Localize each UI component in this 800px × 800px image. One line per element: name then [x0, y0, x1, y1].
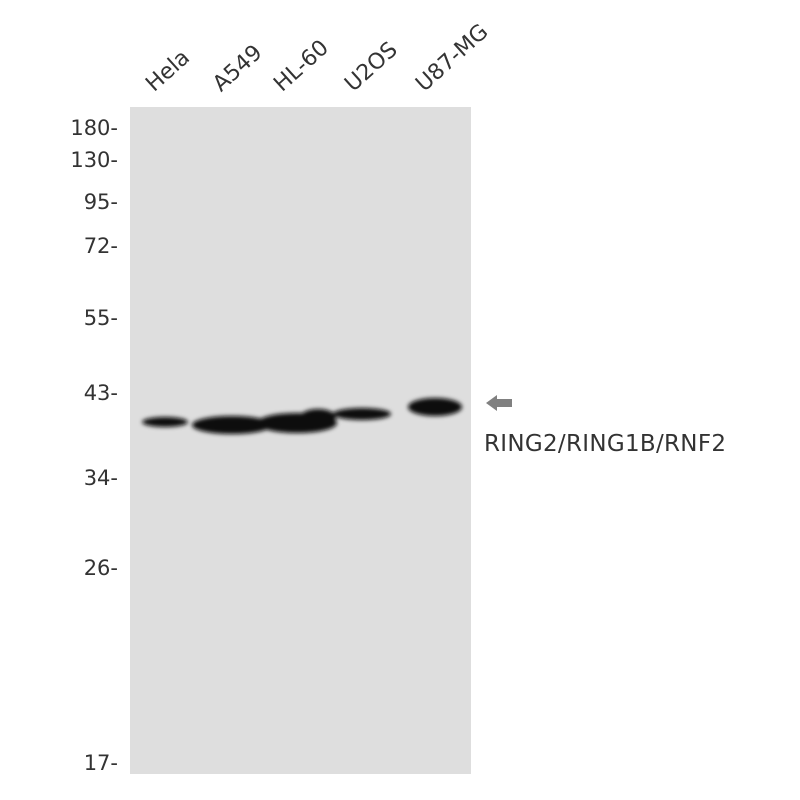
band-u87mg	[408, 398, 462, 416]
arrow-left-icon	[486, 395, 512, 411]
band-a549	[192, 416, 272, 434]
band-u2os	[333, 408, 391, 420]
marker-180: 180-	[70, 116, 118, 140]
marker-130: 130-	[70, 148, 118, 172]
marker-17: 17-	[83, 751, 118, 775]
target-protein-label: RING2/RING1B/RNF2	[484, 431, 727, 457]
band-hela	[142, 417, 188, 427]
marker-95: 95-	[83, 190, 118, 214]
band-hl60-upper	[300, 409, 336, 425]
marker-26: 26-	[83, 556, 118, 580]
blot-membrane	[130, 107, 471, 774]
marker-34: 34-	[83, 466, 118, 490]
marker-43: 43-	[83, 381, 118, 405]
marker-55: 55-	[83, 306, 118, 330]
marker-72: 72-	[83, 234, 118, 258]
